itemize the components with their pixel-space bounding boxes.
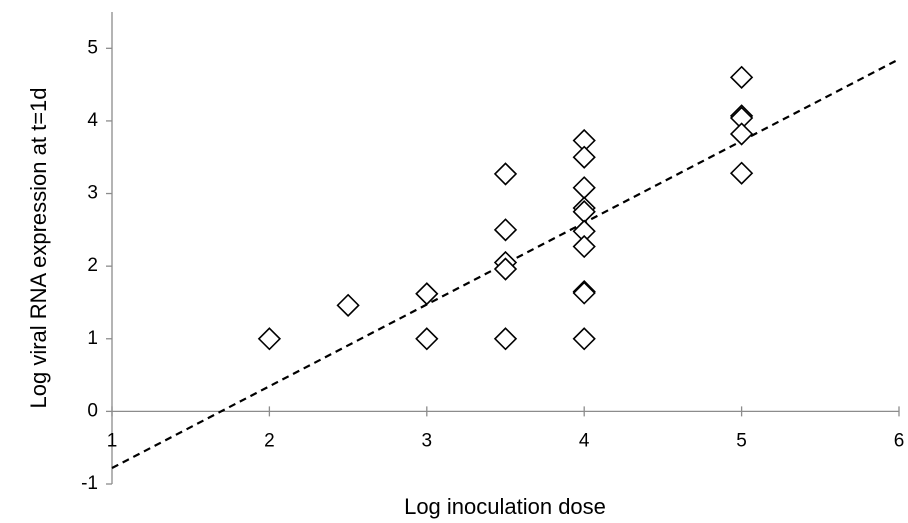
data-point (572, 176, 596, 200)
data-point (415, 327, 439, 351)
x-tick-label: 6 (894, 430, 905, 451)
trend-line (111, 58, 900, 470)
data-point (493, 327, 518, 351)
data-point (572, 327, 596, 351)
data-point (493, 162, 518, 186)
y-tick-label: 5 (87, 37, 98, 58)
x-tick-label: 5 (736, 430, 747, 451)
data-point (729, 122, 754, 146)
data-point (572, 281, 596, 305)
x-tick-label: 3 (422, 430, 433, 451)
y-tick-label: 4 (87, 110, 98, 131)
x-tick-label: 2 (264, 430, 275, 451)
data-point (572, 234, 596, 259)
y-tick-label: 2 (87, 255, 98, 276)
x-tick-label: 1 (107, 430, 118, 451)
y-tick-label: -1 (81, 473, 98, 494)
data-point (572, 145, 596, 169)
y-tick-label: 0 (87, 400, 98, 421)
data-point (415, 282, 439, 306)
y-tick-label: 3 (87, 183, 98, 204)
data-point (729, 161, 754, 185)
x-axis-title: Log inoculation dose (404, 494, 606, 519)
data-point (336, 293, 360, 317)
data-point (493, 257, 518, 281)
y-tick-label: 1 (87, 328, 98, 349)
data-point (257, 327, 282, 351)
data-point (729, 65, 754, 89)
x-tick-label: 4 (579, 430, 590, 451)
y-axis-title: Log viral RNA expression at t=1d (26, 87, 51, 408)
data-point (493, 218, 518, 242)
